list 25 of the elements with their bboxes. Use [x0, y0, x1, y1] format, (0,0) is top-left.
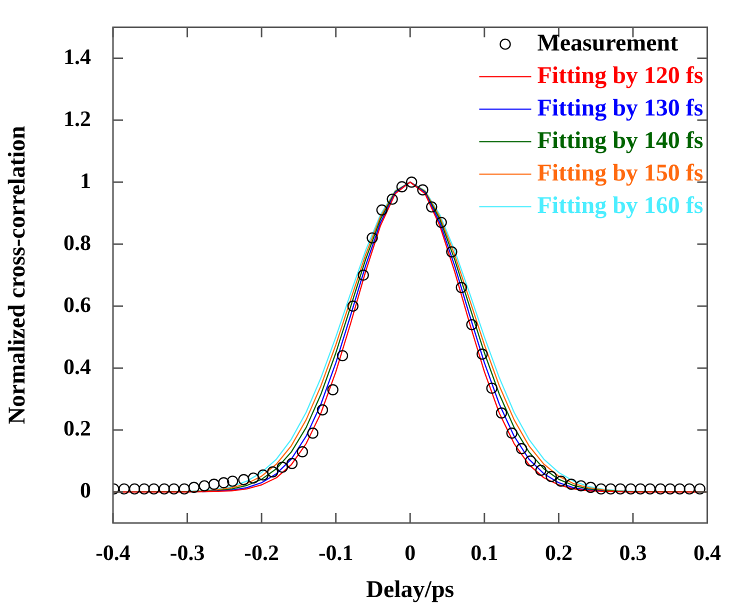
x-tick-label: -0.1: [318, 540, 354, 565]
x-tick-label: -0.4: [96, 540, 130, 565]
y-tick-label: 0.2: [64, 416, 91, 441]
x-tick-label: 0: [404, 540, 416, 565]
y-tick-label: 1.2: [64, 106, 91, 131]
legend-label: Measurement: [537, 30, 678, 56]
y-tick-label: 1: [80, 168, 91, 193]
y-tick-label: 0.4: [64, 354, 91, 379]
y-tick-label: 1.4: [64, 44, 91, 69]
x-tick-label: 0.1: [470, 540, 498, 565]
y-tick-label: 0.6: [64, 292, 91, 317]
legend-label: Fitting by 140 fs: [537, 128, 704, 154]
legend-label: Fitting by 160 fs: [537, 192, 704, 219]
x-tick-label: 0.2: [544, 540, 572, 565]
legend-label: Fitting by 130 fs: [537, 95, 704, 122]
y-tick-label: 0.8: [64, 230, 91, 255]
x-tick-label: -0.2: [244, 540, 279, 565]
x-tick-label: 0.4: [694, 540, 721, 565]
y-tick-label: 0: [80, 478, 91, 503]
x-tick-label: -0.3: [170, 540, 205, 565]
x-axis-title: Delay/ps: [366, 576, 454, 603]
x-tick-label: 0.3: [619, 540, 647, 565]
y-axis-title: Normalized cross-correlation: [4, 126, 31, 424]
legend-label: Fitting by 120 fs: [537, 62, 704, 89]
legend-label: Fitting by 150 fs: [537, 160, 704, 186]
